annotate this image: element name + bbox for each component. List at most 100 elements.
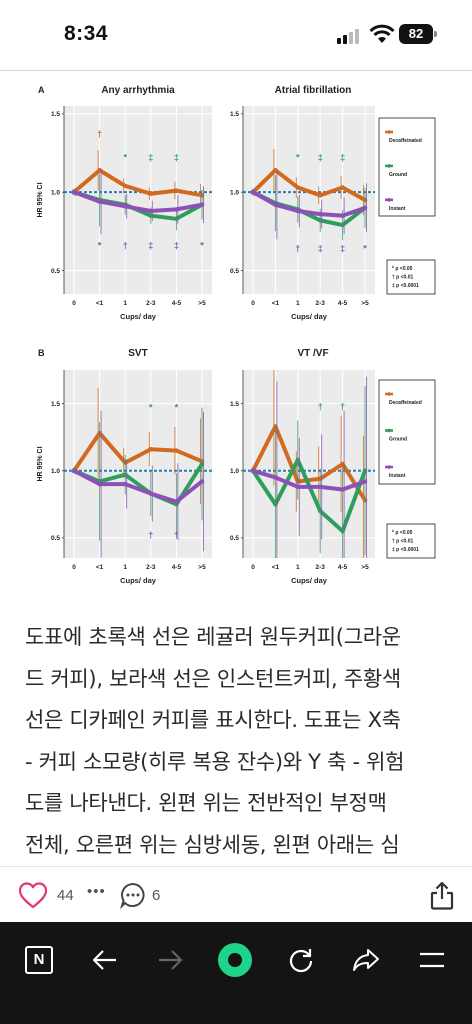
data-point-instant: [295, 484, 300, 490]
status-bar: 8:34 82: [0, 0, 472, 70]
like-count: 44: [57, 887, 74, 904]
series-line-decaf: [251, 168, 367, 202]
y-tick-label: 1.5: [230, 111, 239, 118]
menu-button[interactable]: [410, 938, 454, 982]
data-point-instant: [71, 468, 77, 473]
x-axis-label: Cups/ day: [291, 312, 328, 321]
x-tick-label: 2-3: [315, 564, 325, 571]
comment-icon[interactable]: [119, 881, 147, 909]
legend-dot-decaf: [387, 130, 391, 134]
back-button[interactable]: [83, 938, 127, 982]
significance-mark: †: [318, 401, 323, 411]
comment-count: 6: [152, 887, 161, 904]
y-tick-label: 1.0: [51, 189, 60, 196]
y-tick-label: 1.0: [230, 189, 239, 196]
y-tick-label: 1.0: [230, 468, 239, 475]
refresh-button[interactable]: [279, 938, 323, 982]
x-tick-label: 4-5: [172, 564, 182, 571]
heart-icon[interactable]: [18, 881, 48, 909]
pvalue-label: ‡ p <0.0001: [392, 283, 419, 289]
green-dot-button[interactable]: [213, 938, 257, 982]
naver-logo-button[interactable]: N: [17, 938, 61, 982]
forward-button[interactable]: [148, 938, 192, 982]
data-point-instant: [273, 475, 278, 480]
x-tick-label: 0: [251, 564, 255, 571]
series-line-decaf: [72, 168, 204, 198]
data-point-decaf: [174, 188, 179, 193]
legend-label-ground: Ground: [389, 437, 407, 443]
significance-mark: *: [149, 403, 153, 413]
panel-title: VT /VF: [297, 348, 328, 359]
x-tick-label: 1: [296, 564, 300, 571]
header-divider: [0, 70, 472, 71]
significance-mark: *: [175, 403, 179, 413]
x-tick-label: 1: [296, 300, 300, 307]
x-tick-label: >5: [198, 300, 206, 307]
legend-label-instant: Instant: [389, 206, 406, 212]
pvalue-box: [386, 523, 436, 559]
panel-letter: A: [38, 85, 45, 95]
data-point-decaf: [318, 193, 323, 198]
legend-label-instant: Instant: [389, 473, 406, 479]
post-action-bar: 44 ••• 6: [0, 866, 472, 922]
x-tick-label: 0: [72, 300, 76, 307]
naver-logo-icon: N: [25, 946, 53, 974]
x-tick-label: 4-5: [338, 564, 348, 571]
data-point-instant: [250, 189, 256, 195]
legend-dot-instant: [387, 198, 391, 202]
x-tick-label: 2-3: [315, 300, 325, 307]
data-point-decaf: [123, 183, 128, 189]
significance-mark: †: [123, 240, 128, 250]
forward-arrow-icon: [159, 950, 183, 970]
x-tick-label: 4-5: [172, 300, 182, 307]
data-point-instant: [340, 487, 345, 492]
significance-mark: ‡: [340, 153, 345, 163]
pvalue-label: † p <0.01: [392, 539, 413, 545]
cellular-signal-icon: [337, 28, 363, 44]
y-axis-label: HR 95% CI: [37, 446, 44, 481]
status-time: 8:34: [64, 22, 109, 45]
x-tick-label: >5: [361, 564, 369, 571]
more-dots[interactable]: •••: [87, 883, 106, 900]
legend-label-decaf: Decaffeinated: [389, 138, 422, 144]
share-page-button[interactable]: [344, 938, 388, 982]
legend-label-decaf: Decaffeinated: [389, 400, 422, 406]
significance-mark: *: [296, 153, 300, 163]
back-arrow-icon: [92, 950, 116, 970]
x-axis-label: Cups/ day: [120, 312, 157, 321]
data-point-instant: [97, 481, 102, 487]
data-point-instant: [71, 189, 77, 195]
pvalue-label: * p <0.05: [392, 530, 413, 536]
x-tick-label: 4-5: [338, 300, 348, 307]
x-tick-label: 1: [123, 564, 127, 571]
pvalue-label: † p <0.01: [392, 275, 413, 281]
x-tick-label: 1: [123, 300, 127, 307]
legend-dot-ground: [387, 164, 391, 168]
panel-title: SVT: [128, 348, 147, 359]
data-point-decaf: [340, 185, 345, 190]
x-tick-label: <1: [96, 300, 104, 307]
significance-mark: †: [340, 401, 345, 411]
browser-nav-bar: N: [0, 922, 472, 1024]
series-line-decaf: [72, 431, 204, 473]
article-line: 도표에 초록색 선은 레귤러 원두커피(그라운: [25, 625, 401, 649]
significance-mark: ‡: [318, 244, 323, 254]
significance-mark: ‡: [174, 153, 179, 163]
article-line: 도를 나타낸다. 왼편 위는 전반적인 부정맥: [25, 791, 387, 815]
significance-mark: *: [200, 240, 204, 250]
data-point-instant: [148, 208, 153, 214]
legend-box: [378, 379, 436, 485]
hamburger-menu-icon: [420, 952, 444, 968]
x-tick-label: <1: [96, 564, 104, 571]
data-point-decaf: [295, 185, 300, 190]
coffee-arrhythmia-figure: 0.5 1.0 1.5 0 <1 1 2-3 4-5 >5 Cups/ day HR 95% CI A…: [30, 72, 440, 597]
plot-background: [64, 370, 212, 558]
data-point-instant: [362, 479, 368, 484]
x-axis-label: Cups/ day: [291, 576, 328, 585]
share-icon[interactable]: [429, 881, 455, 911]
data-point-instant: [318, 211, 323, 217]
legend-label-ground: Ground: [389, 172, 407, 178]
series-line-instant: [72, 190, 204, 213]
data-point-decaf: [174, 448, 179, 453]
plot-background: [243, 106, 375, 294]
